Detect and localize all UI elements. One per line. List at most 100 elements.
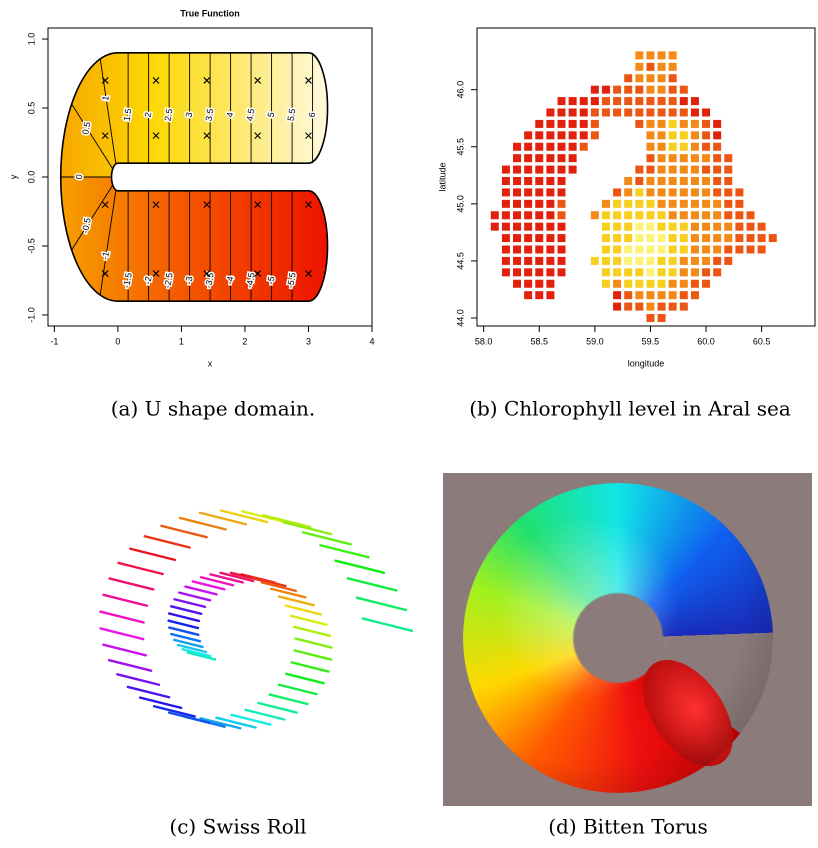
tile xyxy=(691,143,699,151)
y-tick-label: 1.0 xyxy=(26,33,36,46)
tile xyxy=(702,211,710,219)
tile xyxy=(646,177,654,185)
swiss-roll-image xyxy=(100,510,412,728)
tile xyxy=(635,303,643,311)
tile xyxy=(680,234,688,242)
tile xyxy=(669,97,677,105)
roll-strand xyxy=(279,597,314,606)
tile xyxy=(658,211,666,219)
tile xyxy=(613,268,621,276)
tile xyxy=(702,177,710,185)
tile xyxy=(758,223,766,231)
x-tick-label: 1 xyxy=(179,336,184,346)
tile xyxy=(658,280,666,288)
tile xyxy=(713,154,721,162)
tile xyxy=(680,97,688,105)
tile xyxy=(535,120,543,128)
tile xyxy=(724,257,732,265)
tile xyxy=(646,86,654,94)
tile xyxy=(535,291,543,299)
roll-strand xyxy=(296,639,332,648)
tile xyxy=(558,268,566,276)
tile xyxy=(713,120,721,128)
tile xyxy=(535,177,543,185)
chart-panel: 58.058.559.059.560.060.544.044.545.045.5… xyxy=(437,28,815,368)
tile xyxy=(524,177,532,185)
tile xyxy=(546,268,554,276)
tile xyxy=(558,188,566,196)
contour-label: -3 xyxy=(183,276,194,286)
tile xyxy=(691,223,699,231)
tile xyxy=(546,223,554,231)
tile xyxy=(646,120,654,128)
tile xyxy=(635,108,643,116)
tile xyxy=(646,314,654,322)
roll-strand xyxy=(103,645,145,656)
tile xyxy=(680,246,688,254)
tile xyxy=(713,234,721,242)
roll-strand xyxy=(295,650,331,659)
roll-strand xyxy=(363,618,412,630)
tile xyxy=(524,154,532,162)
tile xyxy=(558,200,566,208)
tile xyxy=(524,200,532,208)
tile xyxy=(635,120,643,128)
tile xyxy=(658,268,666,276)
tile xyxy=(591,211,599,219)
contour-label: 1.5 xyxy=(122,108,134,122)
x-tick-label: 59.0 xyxy=(586,336,604,346)
y-tick-label: 0.5 xyxy=(26,102,36,115)
tile xyxy=(669,86,677,94)
tile xyxy=(513,143,521,151)
tile xyxy=(702,223,710,231)
tile xyxy=(546,177,554,185)
tile xyxy=(680,108,688,116)
tile xyxy=(491,223,499,231)
tile xyxy=(558,154,566,162)
tile xyxy=(524,211,532,219)
tile xyxy=(635,166,643,174)
tile xyxy=(580,108,588,116)
tile xyxy=(546,200,554,208)
y-tick-label: -0.5 xyxy=(26,238,36,254)
x-tick-label: 59.5 xyxy=(642,336,660,346)
tile xyxy=(646,257,654,265)
tile xyxy=(613,234,621,242)
tile xyxy=(691,177,699,185)
tile xyxy=(658,97,666,105)
tile xyxy=(735,211,743,219)
contour-label: 3.5 xyxy=(203,108,215,122)
tile xyxy=(691,246,699,254)
tile xyxy=(669,291,677,299)
tile xyxy=(635,177,643,185)
tile xyxy=(747,234,755,242)
tile xyxy=(658,131,666,139)
tile xyxy=(580,131,588,139)
x-tick-label: 2 xyxy=(242,336,247,346)
tile xyxy=(513,188,521,196)
roll-strand xyxy=(292,662,329,671)
tile xyxy=(691,131,699,139)
tile xyxy=(591,108,599,116)
roll-strand xyxy=(100,612,143,623)
tile xyxy=(702,120,710,128)
roll-strand xyxy=(291,616,326,625)
tile xyxy=(646,166,654,174)
tile xyxy=(613,108,621,116)
tile xyxy=(713,211,721,219)
tile xyxy=(669,154,677,162)
roll-strand xyxy=(169,621,198,628)
tile xyxy=(702,131,710,139)
tile xyxy=(702,246,710,254)
tile xyxy=(558,246,566,254)
roll-strand xyxy=(286,606,321,615)
roll-strand xyxy=(180,518,226,529)
tile xyxy=(535,268,543,276)
tile xyxy=(535,143,543,151)
tile xyxy=(680,211,688,219)
tile xyxy=(624,268,632,276)
tile xyxy=(646,154,654,162)
roll-strand xyxy=(145,536,190,547)
tile xyxy=(513,268,521,276)
tile xyxy=(669,211,677,219)
